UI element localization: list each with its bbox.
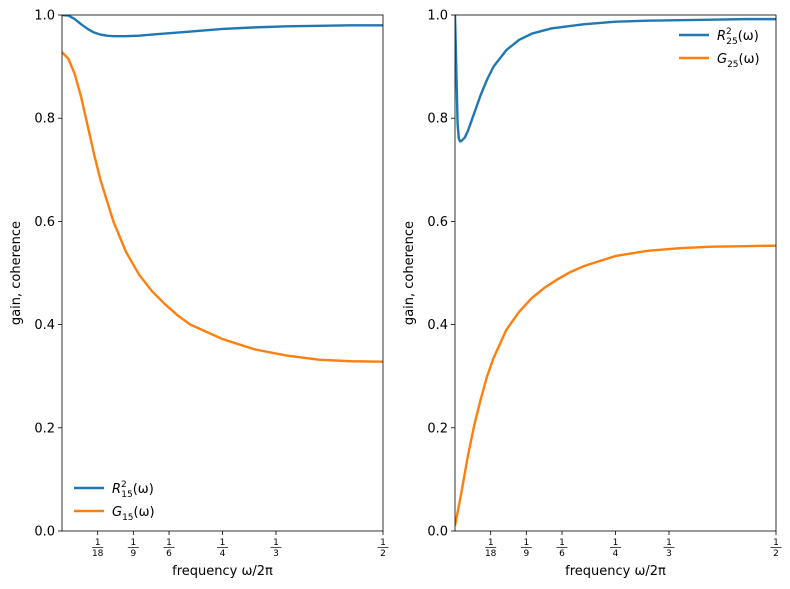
x-tick-denominator: 6 [559,549,565,559]
series-line-1 [62,15,383,38]
x-tick-denominator: 6 [166,549,172,559]
chart-panel-2: 0.00.20.40.60.81.01181916141312frequency… [402,9,782,579]
legend-superscript: 2 [726,27,732,37]
x-tick-numerator: 1 [666,538,672,548]
y-tick-label: 0.0 [34,525,55,540]
x-tick-numerator: 1 [273,538,279,548]
x-tick-denominator: 2 [380,549,386,559]
y-tick-label: 1.0 [34,9,55,24]
x-tick-numerator: 1 [773,538,779,548]
series-line-1 [455,15,776,143]
x-tick-numerator: 1 [523,538,529,548]
x-tick-label: 13 [663,538,675,559]
x-tick-label: 19 [127,538,139,559]
legend-label-2: G15(ω) [112,505,155,523]
legend-symbol: R [112,482,121,497]
legend-symbol: R [717,29,726,44]
legend-argument: (ω) [739,52,760,67]
y-tick-label: 0.6 [34,215,55,230]
y-tick-label: 0.8 [34,112,55,127]
legend-superscript: 2 [121,480,127,490]
x-tick-numerator: 1 [95,538,101,548]
x-tick-numerator: 1 [130,538,136,548]
y-tick-label: 0.2 [427,421,448,436]
legend-argument: (ω) [738,29,759,44]
y-axis-label: gain, coherence [402,221,417,325]
y-tick-label: 1.0 [427,9,448,24]
x-tick-label: 14 [610,538,621,559]
y-tick-label: 0.4 [427,318,448,333]
legend-subscript: 25 [726,37,737,47]
x-tick-denominator: 3 [666,549,672,559]
series-line-2 [455,244,776,527]
x-tick-numerator: 1 [380,538,386,548]
x-axis-label: frequency ω/2π [172,564,273,579]
legend-label-1: R2 25(ω) [717,27,759,47]
x-tick-denominator: 9 [130,549,136,559]
y-tick-label: 0.8 [427,112,448,127]
x-tick-denominator: 3 [273,549,279,559]
x-tick-numerator: 1 [488,538,494,548]
x-tick-label: 13 [270,538,282,559]
legend-label-2: G25(ω) [717,52,760,70]
x-axis-label: frequency ω/2π [565,564,666,579]
x-tick-label: 12 [377,538,389,559]
legend-symbol: G [112,505,122,520]
plot-frame [61,14,384,532]
x-tick-denominator: 4 [613,549,619,559]
x-tick-denominator: 18 [485,549,497,559]
x-tick-denominator: 18 [92,549,104,559]
plot-frame [454,14,777,532]
x-tick-label: 118 [485,538,497,559]
legend-subscript: 15 [122,513,133,523]
x-tick-numerator: 1 [220,538,226,548]
legend-label-1: R2 15(ω) [112,480,154,500]
x-tick-label: 14 [217,538,228,559]
legend-argument: (ω) [134,505,155,520]
x-tick-denominator: 4 [220,549,226,559]
y-tick-label: 0.2 [34,421,55,436]
x-tick-label: 16 [556,538,568,559]
legend: R2 15(ω)G15(ω) [74,480,155,523]
legend-argument: (ω) [133,482,154,497]
x-tick-denominator: 9 [523,549,529,559]
x-tick-label: 19 [520,538,532,559]
y-axis-label: gain, coherence [9,221,24,325]
x-tick-label: 16 [163,538,175,559]
legend-symbol: G [717,52,727,67]
x-tick-label: 118 [92,538,104,559]
x-tick-numerator: 1 [559,538,565,548]
y-tick-label: 0.4 [34,318,55,333]
legend-subscript: 15 [121,490,132,500]
x-tick-label: 12 [770,538,782,559]
chart-panel-1: 0.00.20.40.60.81.01181916141312frequency… [9,9,389,579]
legend-subscript: 25 [727,60,738,70]
y-tick-label: 0.0 [427,525,448,540]
x-tick-numerator: 1 [613,538,619,548]
series-line-2 [62,51,383,363]
x-tick-numerator: 1 [166,538,172,548]
legend: R2 25(ω)G25(ω) [679,27,760,70]
x-tick-denominator: 2 [773,549,779,559]
y-tick-label: 0.6 [427,215,448,230]
